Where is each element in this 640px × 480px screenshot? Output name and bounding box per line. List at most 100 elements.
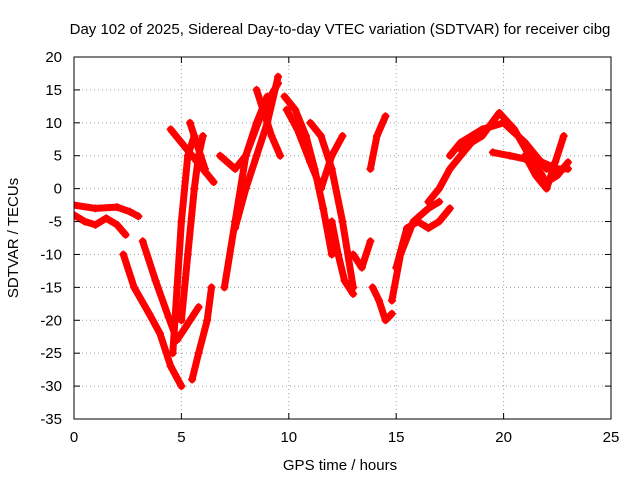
data-point xyxy=(280,92,289,101)
data-point xyxy=(259,105,268,114)
data-point xyxy=(194,303,203,312)
data-point xyxy=(112,203,121,212)
series-track-13 xyxy=(253,86,284,160)
data-point xyxy=(375,296,384,305)
data-point xyxy=(317,131,326,140)
data-point xyxy=(542,178,551,187)
data-point xyxy=(306,158,315,167)
data-point xyxy=(445,151,454,160)
data-point xyxy=(564,158,573,167)
data-point xyxy=(252,151,261,160)
data-point xyxy=(319,204,328,213)
data-point xyxy=(231,164,240,173)
data-point xyxy=(145,309,154,318)
data-point xyxy=(274,72,283,81)
data-point xyxy=(252,85,261,94)
series-track-1 xyxy=(74,211,130,239)
x-tick-label: 25 xyxy=(603,429,620,446)
series-track-3 xyxy=(119,251,185,390)
data-point xyxy=(435,197,444,206)
data-point xyxy=(553,171,562,180)
data-point xyxy=(366,164,375,173)
data-point xyxy=(488,148,497,157)
data-point xyxy=(435,217,444,226)
data-point xyxy=(194,349,203,358)
data-point xyxy=(276,151,285,160)
data-point xyxy=(112,220,121,229)
data-point xyxy=(138,237,147,246)
series-track-20 xyxy=(369,283,396,324)
y-tick-label: -15 xyxy=(40,279,62,296)
data-point xyxy=(80,217,89,226)
data-point xyxy=(306,118,315,127)
data-point xyxy=(368,283,377,292)
data-point xyxy=(91,220,100,229)
data-point xyxy=(220,283,229,292)
data-point xyxy=(531,164,540,173)
data-point xyxy=(125,207,134,216)
data-point xyxy=(177,217,186,226)
y-tick-label: -20 xyxy=(40,312,62,329)
series-track-17 xyxy=(328,218,357,298)
y-tick-label: -30 xyxy=(40,378,62,395)
data-point xyxy=(424,197,433,206)
data-point xyxy=(551,158,560,167)
data-point xyxy=(188,375,197,384)
data-point xyxy=(181,322,190,331)
data-point xyxy=(402,224,411,233)
data-point xyxy=(392,263,401,272)
data-point xyxy=(338,131,347,140)
data-point xyxy=(231,224,240,233)
series-track-9 xyxy=(186,119,209,173)
plot-frame xyxy=(73,56,612,420)
data-point xyxy=(188,151,197,160)
data-point xyxy=(134,212,143,221)
y-tick-label: 5 xyxy=(54,148,62,165)
x-tick-label: 20 xyxy=(495,429,512,446)
data-point xyxy=(121,230,130,239)
data-point xyxy=(349,289,358,298)
data-point xyxy=(209,178,218,187)
y-tick-label: 10 xyxy=(45,115,62,132)
data-point xyxy=(538,158,547,167)
data-point xyxy=(291,105,300,114)
data-point xyxy=(173,283,182,292)
data-point xyxy=(177,138,186,147)
data-point xyxy=(168,349,177,358)
data-point xyxy=(372,131,381,140)
data-point xyxy=(327,164,336,173)
data-point xyxy=(196,151,205,160)
data-point xyxy=(177,316,186,325)
data-point xyxy=(327,217,336,226)
x-tick-label: 0 xyxy=(70,429,78,446)
chart-title: Day 102 of 2025, Sidereal Day-to-day VTE… xyxy=(70,21,611,38)
data-point xyxy=(102,214,111,223)
data-point xyxy=(559,131,568,140)
data-point xyxy=(413,217,422,226)
data-point xyxy=(521,151,530,160)
data-point xyxy=(91,204,100,213)
series-track-14 xyxy=(281,93,336,258)
data-point xyxy=(445,204,454,213)
data-point xyxy=(201,164,210,173)
x-tick-label: 15 xyxy=(388,429,405,446)
y-tick-label: -5 xyxy=(49,214,62,231)
data-point xyxy=(190,184,199,193)
y-tick-label: -35 xyxy=(40,411,62,428)
data-series xyxy=(74,72,573,391)
y-axis-label: SDTVAR / TECUs xyxy=(5,178,22,298)
data-point xyxy=(185,118,194,127)
data-point xyxy=(190,131,199,140)
series-track-15 xyxy=(283,106,346,193)
data-point xyxy=(510,125,519,134)
data-point xyxy=(119,250,128,259)
y-tick-label: 20 xyxy=(45,49,62,66)
data-point xyxy=(387,296,396,305)
data-point xyxy=(334,250,343,259)
data-point xyxy=(338,217,347,226)
data-point xyxy=(166,362,175,371)
data-point xyxy=(166,125,175,134)
data-point xyxy=(207,283,216,292)
x-axis-label: GPS time / hours xyxy=(283,457,397,474)
